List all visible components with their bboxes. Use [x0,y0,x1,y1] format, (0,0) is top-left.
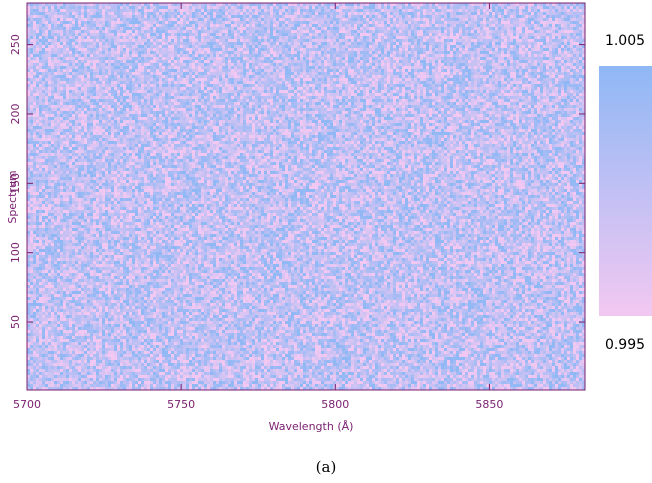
colorbar-min-label: 0.995 [605,337,645,353]
x-tick-label: 5800 [321,398,349,411]
y-axis: 50 100 150 200 250 [9,34,585,329]
colorbar [599,66,652,316]
y-tick-label: 50 [9,315,22,329]
x-tick-label: 5850 [475,398,503,411]
y-tick-label: 150 [9,173,22,194]
colorbar-max-label: 1.005 [605,33,645,49]
x-tick-label: 5700 [13,398,41,411]
plot-frame [26,2,586,391]
figure-caption: (a) [316,458,337,476]
heatmap-noise [27,3,585,390]
y-tick-label: 200 [9,103,22,124]
x-axis-title: Wavelength (Å) [269,420,354,433]
x-axis: 5700 5750 5800 5850 [13,3,503,411]
y-tick-label: 100 [9,242,22,263]
x-tick-label: 5750 [167,398,195,411]
heatmap-image [27,3,585,390]
y-tick-label: 250 [9,34,22,55]
y-axis-title: Spectrum [6,170,19,223]
